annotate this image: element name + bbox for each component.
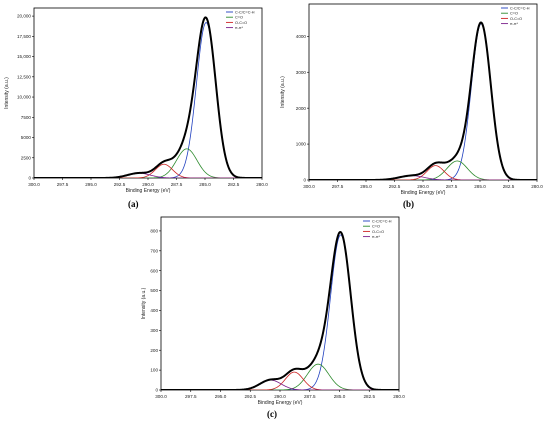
y-tick-label: 100	[150, 368, 158, 373]
y-tick-label: 12,500	[17, 74, 31, 79]
y-tick-label: 400	[150, 308, 158, 313]
legend-label: C=O	[372, 225, 380, 229]
component-line-1	[309, 23, 537, 180]
y-tick-label: 5000	[21, 135, 32, 140]
x-tick-label: 285.0	[334, 394, 346, 399]
x-tick-label: 300.0	[155, 394, 167, 399]
y-axis-label: Intensity (a.u.)	[4, 77, 10, 109]
legend-label: O-C=O	[235, 21, 247, 25]
y-tick-label: 0	[28, 176, 31, 181]
x-tick-label: 292.5	[245, 394, 257, 399]
x-tick-label: 300.0	[28, 182, 40, 187]
component-line-4	[34, 172, 262, 178]
x-tick-label: 290.0	[274, 394, 286, 399]
y-tick-label: 600	[150, 268, 158, 273]
y-tick-label: 0	[303, 178, 306, 183]
legend-label: C=O	[510, 12, 518, 16]
x-tick-label: 285.0	[199, 182, 211, 187]
y-tick-label: 700	[150, 248, 158, 253]
x-tick-label: 287.5	[446, 184, 458, 189]
y-axis-label: Intensity (a.u.)	[141, 287, 147, 319]
x-tick-label: 300.0	[303, 184, 315, 189]
x-tick-label: 287.5	[304, 394, 316, 399]
x-tick-label: 282.5	[228, 182, 240, 187]
legend-label: O-C=O	[510, 17, 522, 21]
x-tick-label: 290.0	[142, 182, 154, 187]
y-tick-label: 500	[150, 288, 158, 293]
y-tick-label: 20,000	[17, 14, 31, 19]
x-tick-label: 290.0	[417, 184, 429, 189]
chart-panel-a: 300.0 297.5 295.0 292.5 290.0 287.5 285.0 282.5…	[0, 0, 275, 211]
y-tick-label: 2000	[296, 106, 307, 111]
plot-frame	[33, 7, 263, 179]
y-tick-label: 300	[150, 328, 158, 333]
chart-c-svg: 300.0 297.5 295.0 292.5 290.0 287.5 285.0 282.5…	[141, 216, 405, 406]
component-line-1	[34, 22, 262, 178]
panel-label-a: (a)	[128, 199, 139, 209]
x-tick-label: 287.5	[171, 182, 183, 187]
x-tick-label: 280.0	[393, 394, 405, 399]
x-tick-label: 292.5	[389, 184, 401, 189]
panel-label-b: (b)	[403, 199, 414, 209]
component-line-3	[34, 163, 262, 178]
legend-label: C=O	[235, 16, 243, 20]
y-tick-label: 4000	[296, 34, 307, 39]
legend-label: C-C/C=C-H	[510, 6, 530, 10]
legend-label: O-C=O	[372, 230, 384, 234]
component-line-3	[309, 165, 537, 180]
x-axis-label: Binding Energy (eV)	[126, 188, 171, 194]
plot-frame	[308, 3, 538, 181]
x-tick-label: 282.5	[503, 184, 515, 189]
envelope-line	[309, 21, 537, 180]
envelope-line	[34, 16, 262, 178]
legend-label: C-C/C=C-H	[235, 10, 255, 14]
legend-label: C-C/C=C-H	[372, 219, 392, 223]
y-tick-label: 7500	[21, 115, 32, 120]
chart-a-svg: 300.0 297.5 295.0 292.5 290.0 287.5 285.0 282.5…	[4, 7, 268, 194]
component-line-1	[161, 234, 399, 390]
legend-label: π-π*	[372, 235, 381, 239]
x-tick-label: 285.0	[474, 184, 486, 189]
y-tick-label: 800	[150, 229, 158, 234]
y-tick-label: 17,500	[17, 34, 31, 39]
component-line-4	[309, 175, 537, 180]
y-tick-label: 3000	[296, 70, 307, 75]
y-tick-label: 2500	[21, 155, 32, 160]
x-axis-label: Binding Energy (eV)	[401, 190, 446, 196]
y-tick-label: 0	[155, 388, 158, 393]
x-tick-label: 280.0	[256, 182, 268, 187]
y-tick-label: 10,000	[17, 95, 31, 100]
y-tick-label: 1000	[296, 142, 307, 147]
legend-label: π-π*	[235, 26, 244, 30]
y-tick-label: 15,000	[17, 54, 31, 59]
envelope-line	[161, 231, 399, 390]
plot-frame	[160, 216, 400, 391]
y-tick-label: 200	[150, 348, 158, 353]
chart-panel-b: 300.0 297.5 295.0 292.5 290.0 287.5 285.0 282.5…	[275, 0, 550, 211]
x-axis-label: Binding Energy (eV)	[258, 400, 303, 406]
x-tick-label: 297.5	[332, 184, 344, 189]
x-tick-label: 292.5	[114, 182, 126, 187]
x-tick-label: 295.0	[215, 394, 227, 399]
x-tick-label: 282.5	[364, 394, 376, 399]
component-line-4	[161, 379, 399, 390]
x-tick-label: 295.0	[85, 182, 97, 187]
chart-b-svg: 300.0 297.5 295.0 292.5 290.0 287.5 285.0 282.5…	[280, 3, 543, 196]
x-tick-label: 295.0	[360, 184, 372, 189]
y-axis-label: Intensity (a.u.)	[280, 76, 286, 108]
chart-panel-c: 300.0 297.5 295.0 292.5 290.0 287.5 285.0 282.5…	[137, 211, 412, 422]
x-tick-label: 297.5	[57, 182, 69, 187]
component-line-3	[161, 371, 399, 390]
x-tick-label: 280.0	[531, 184, 543, 189]
panel-label-c: (c)	[267, 409, 277, 419]
legend-label: π-π*	[510, 22, 519, 26]
x-tick-label: 297.5	[185, 394, 197, 399]
